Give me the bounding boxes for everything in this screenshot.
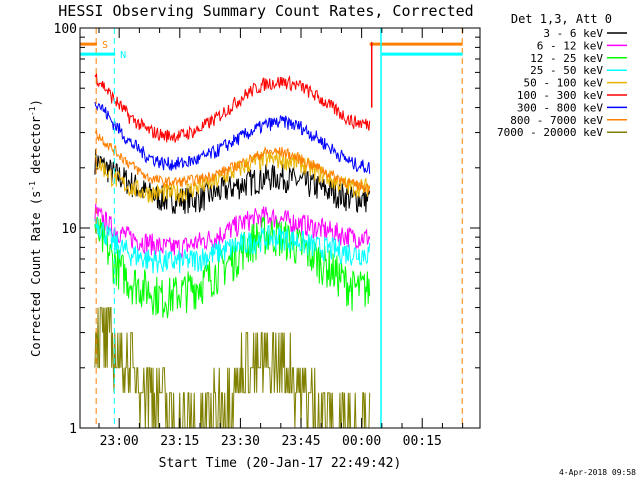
legend-label: 3 - 6 keV <box>543 27 603 40</box>
y-axis-label-exp: -1 <box>28 181 37 191</box>
chart-title: HESSI Observing Summary Count Rates, Cor… <box>58 2 473 20</box>
svg-text:Corrected Count Rate (s-1 dete: Corrected Count Rate (s-1 detector-1) <box>28 99 43 357</box>
y-tick-label: 10 <box>61 222 77 237</box>
y-tick-label: 1 <box>69 422 77 437</box>
x-tick-label: 23:15 <box>160 434 199 449</box>
series-line <box>94 216 371 319</box>
legend-label: 100 - 300 keV <box>517 89 603 102</box>
y-axis-label-exp: -1 <box>28 106 37 116</box>
y-axis-label-part: Corrected Count Rate (s <box>29 191 43 357</box>
series-line <box>94 218 371 274</box>
date-stamp: 4-Apr-2018 09:58 <box>559 468 636 477</box>
legend-label: 7000 - 20000 keV <box>497 126 603 139</box>
x-tick-label: 23:45 <box>281 434 320 449</box>
legend-label: 6 - 12 keV <box>537 39 604 52</box>
marker-label: N <box>120 50 126 61</box>
series-line <box>94 129 371 194</box>
axes: 1 10 100 23:00 23:15 23:30 23:45 00:00 00:15 <box>54 22 481 449</box>
legend-label: 12 - 25 keV <box>530 52 603 65</box>
x-tick-label: 00:00 <box>342 434 381 449</box>
legend-label: 300 - 800 keV <box>517 101 603 114</box>
y-tick-label: 100 <box>54 22 77 37</box>
legend-label: 50 - 100 keV <box>524 77 604 90</box>
x-tick-label: 00:15 <box>403 434 442 449</box>
y-axis-label: Corrected Count Rate (s-1 detector-1) <box>28 99 43 357</box>
plot-area: SN <box>80 28 463 428</box>
series-group <box>80 28 463 428</box>
series-line <box>94 203 371 259</box>
y-axis-label-part: ) <box>29 99 43 106</box>
x-tick-label: 23:30 <box>221 434 260 449</box>
series-line <box>94 101 371 174</box>
legend-label: 800 - 7000 keV <box>510 114 603 127</box>
legend-title: Det 1,3, Att 0 <box>511 12 612 26</box>
x-tick-label: 23:00 <box>100 434 139 449</box>
legend-label: 25 - 50 keV <box>530 64 603 77</box>
y-axis-label-part: detector <box>29 116 43 181</box>
series-line <box>94 307 371 428</box>
series-line <box>94 73 371 143</box>
x-axis-label: Start Time (20-Jan-17 22:49:42) <box>159 456 402 471</box>
marker-label: S <box>102 40 108 51</box>
